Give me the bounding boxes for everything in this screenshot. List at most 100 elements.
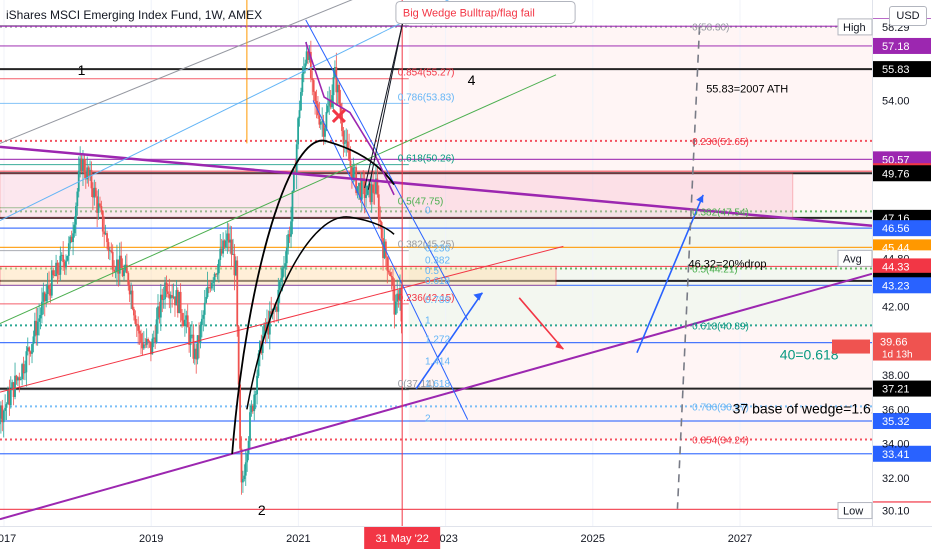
candle-body bbox=[59, 256, 61, 275]
candle-body bbox=[33, 336, 35, 344]
annotation-text: 55.83=2007 ATH bbox=[706, 84, 788, 96]
candle-body bbox=[120, 256, 122, 268]
candle-body bbox=[327, 106, 329, 112]
candle-body bbox=[184, 320, 186, 326]
candle-body bbox=[292, 191, 294, 221]
candle-body bbox=[151, 339, 153, 355]
candle-body bbox=[378, 194, 380, 220]
candle-body bbox=[45, 294, 47, 301]
candle-body bbox=[127, 273, 129, 285]
candle-body bbox=[207, 287, 209, 297]
candle-body bbox=[365, 195, 367, 198]
candle-body bbox=[20, 379, 22, 380]
candle-body bbox=[110, 250, 112, 252]
candle-body bbox=[108, 242, 110, 251]
candle-body bbox=[140, 333, 142, 342]
annotation-text: 40=0.618 bbox=[780, 346, 839, 362]
fib-extension-label: 1.414 bbox=[425, 357, 450, 368]
candle-body bbox=[83, 159, 85, 173]
candle-body bbox=[324, 128, 326, 136]
fib-right-label: 0(58.30) bbox=[692, 23, 729, 34]
candle-body bbox=[280, 278, 282, 282]
fib-main-label: 0.618(50.26) bbox=[398, 154, 455, 165]
candle-body bbox=[286, 248, 288, 264]
annotation-text: Big Wedge Bulltrap/flag fail bbox=[403, 7, 535, 19]
candle-body bbox=[156, 319, 158, 342]
candle-body bbox=[388, 271, 390, 273]
candle-body bbox=[76, 192, 78, 207]
candle-body bbox=[338, 85, 340, 104]
fib-extension-label: 1.272 bbox=[425, 334, 450, 345]
candle-body bbox=[304, 63, 306, 67]
candle-body bbox=[6, 404, 8, 408]
candle-body bbox=[343, 131, 345, 144]
time-axis[interactable] bbox=[0, 526, 932, 551]
annotation-text: 46.32=20%drop bbox=[688, 259, 766, 271]
price-axis[interactable] bbox=[872, 0, 932, 526]
candle-body bbox=[75, 206, 77, 225]
candle-body bbox=[248, 441, 250, 454]
candle-body bbox=[300, 92, 302, 110]
candle-body bbox=[379, 220, 381, 222]
candle-body bbox=[62, 255, 64, 262]
candle-body bbox=[25, 351, 27, 372]
candle-body bbox=[57, 263, 59, 274]
fib-extension-label: 1 bbox=[425, 316, 431, 327]
candle-body bbox=[40, 315, 42, 318]
fib-right-label: 0.618(40.89) bbox=[692, 321, 749, 332]
fib-main-label: 0.786(53.83) bbox=[398, 92, 455, 103]
candle-body bbox=[218, 260, 220, 273]
candle-body bbox=[297, 118, 299, 144]
candle-body bbox=[314, 92, 316, 101]
candle-body bbox=[147, 339, 149, 341]
candle-body bbox=[180, 292, 182, 313]
candle-body bbox=[211, 283, 213, 289]
fib-right-label: 0.854(34.24) bbox=[692, 436, 749, 447]
candle-body bbox=[381, 222, 383, 238]
candle-body bbox=[249, 412, 251, 441]
fib-extension-label: 0.618 bbox=[425, 276, 450, 287]
fib-fill-layer bbox=[409, 27, 872, 440]
candle-body bbox=[205, 297, 207, 303]
candle-body bbox=[181, 313, 183, 321]
candle-body bbox=[123, 270, 125, 276]
red-x-marker bbox=[333, 110, 345, 122]
fib-right-label: 0.382(47.54) bbox=[692, 207, 749, 218]
candle-body bbox=[214, 274, 216, 281]
candle-body bbox=[91, 170, 93, 188]
candle-body bbox=[245, 462, 247, 475]
fib-extension-label: 0 bbox=[425, 206, 431, 217]
candle-body bbox=[201, 319, 203, 325]
candle-body bbox=[41, 302, 43, 315]
candle-body bbox=[102, 211, 104, 232]
candle-body bbox=[10, 390, 12, 405]
candle-body bbox=[166, 282, 168, 291]
candle-body bbox=[113, 270, 115, 272]
candle-body bbox=[67, 256, 69, 261]
candle-body bbox=[212, 281, 214, 282]
candle-body bbox=[167, 291, 169, 294]
candle-body bbox=[3, 411, 5, 422]
candle-body bbox=[65, 261, 67, 268]
candle-body bbox=[112, 252, 114, 270]
candle-body bbox=[217, 273, 219, 274]
candle-body bbox=[277, 290, 279, 312]
candle-body bbox=[132, 291, 134, 309]
candle-body bbox=[68, 243, 70, 256]
candle-body bbox=[316, 101, 318, 104]
annotation-text: 4 bbox=[468, 72, 476, 88]
candle-body bbox=[279, 282, 281, 290]
annotation-text: 1 bbox=[78, 62, 86, 78]
candle-body bbox=[391, 276, 393, 277]
candle-body bbox=[311, 78, 313, 80]
candle-body bbox=[367, 186, 369, 195]
candle-body bbox=[23, 364, 25, 373]
currency-button[interactable]: USD bbox=[889, 6, 927, 26]
fib-main-label: 0.5(47.75) bbox=[398, 197, 444, 208]
candle-body bbox=[284, 263, 286, 267]
candle-body bbox=[161, 295, 163, 300]
candle-body bbox=[72, 233, 74, 242]
candle-body bbox=[52, 270, 54, 275]
candle-body bbox=[28, 347, 30, 351]
